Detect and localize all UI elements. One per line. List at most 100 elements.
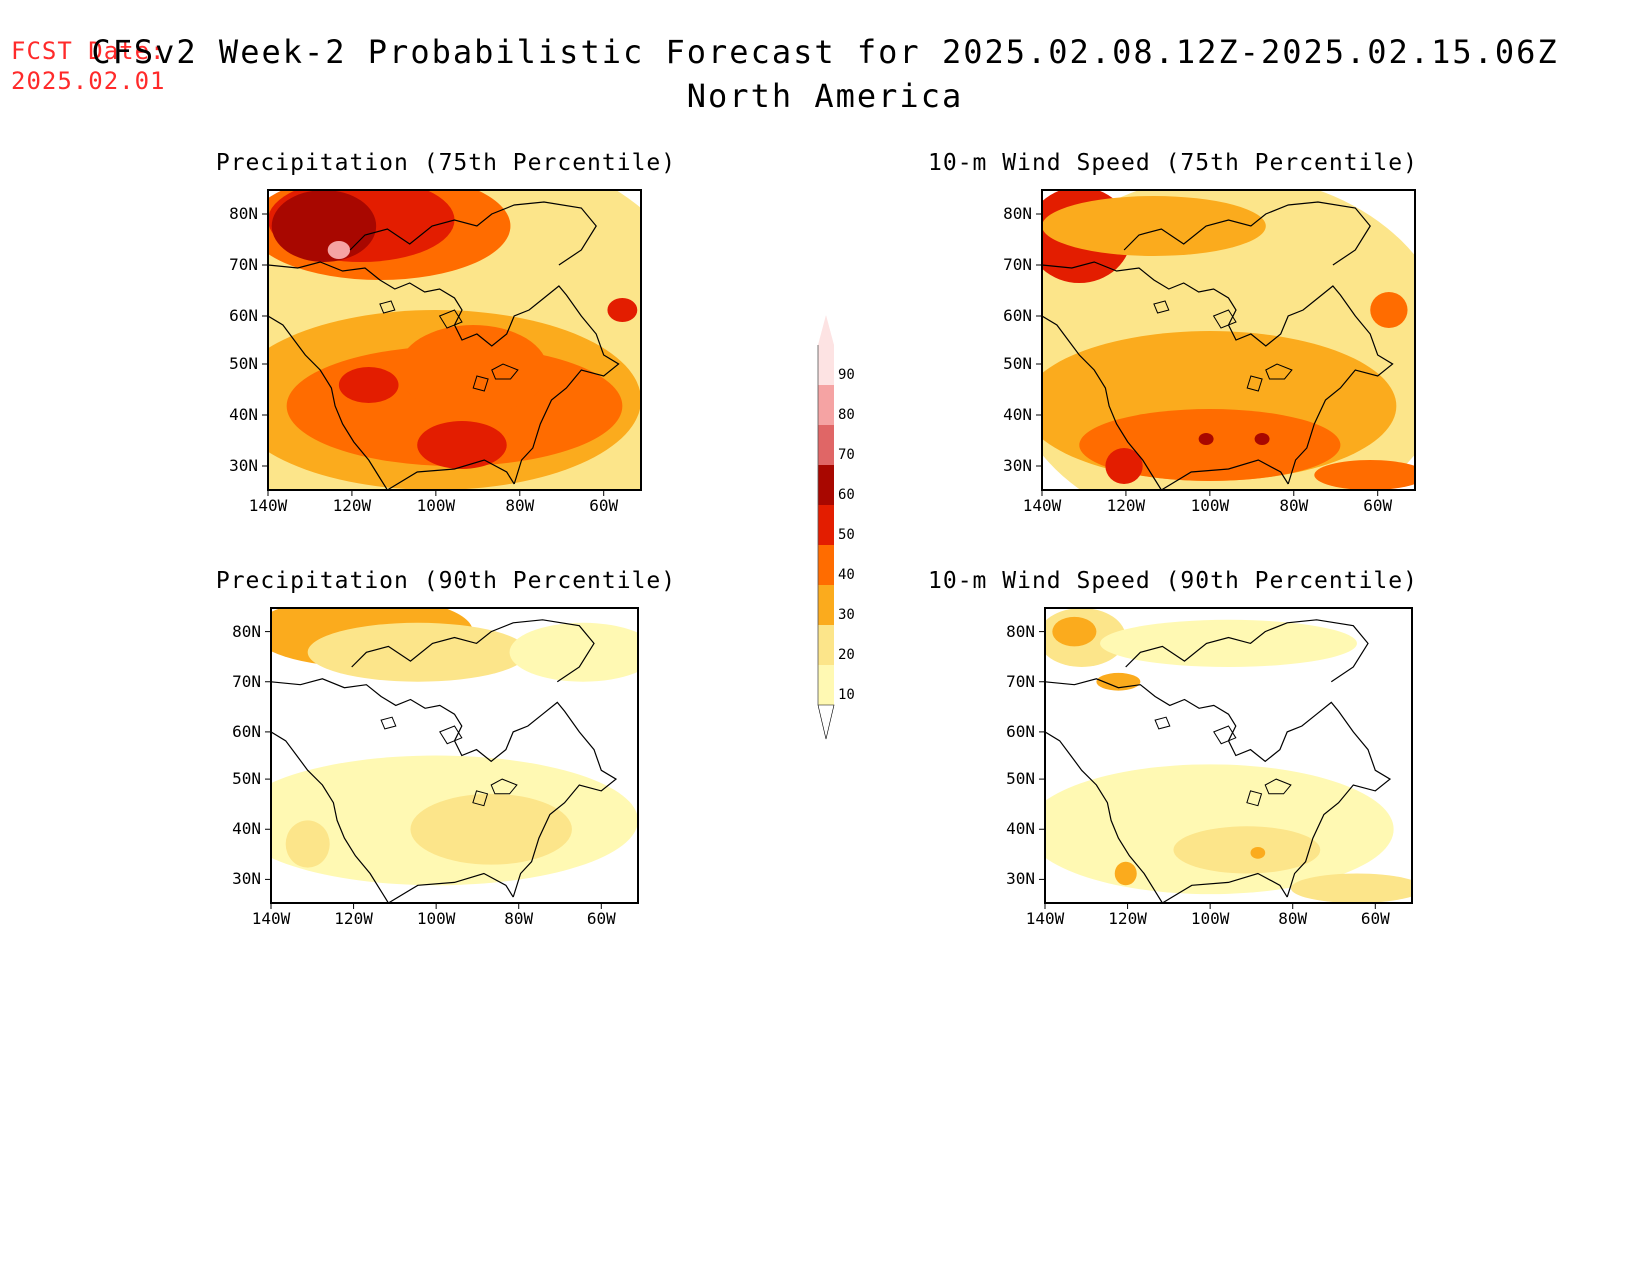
lat-label: 80N	[1003, 204, 1032, 223]
probability-area	[417, 421, 507, 469]
colorbar-label: 80	[838, 407, 855, 423]
probability-area	[1052, 616, 1097, 647]
probability-area	[271, 190, 377, 262]
lake-outline	[380, 716, 397, 730]
lat-label: 60N	[229, 306, 258, 325]
lake-outline	[1154, 716, 1171, 730]
colorbar-segment	[818, 505, 834, 545]
map-frame	[267, 189, 642, 491]
lat-label: 50N	[232, 769, 261, 789]
coastline-gulf	[1162, 872, 1288, 903]
coastline-arctic	[1125, 619, 1369, 683]
coastline-arctic	[351, 619, 595, 683]
panel-title-precip90: Precipitation (90th Percentile)	[215, 568, 677, 594]
lat-label: 60N	[232, 721, 261, 741]
lake-outline	[438, 309, 463, 329]
coastline-gulf	[1161, 459, 1289, 490]
colorbar-label: 10	[838, 687, 855, 703]
panel-title-precip75: Precipitation (75th Percentile)	[215, 150, 677, 176]
map-frame	[270, 607, 639, 904]
lat-label: 50N	[1006, 769, 1035, 789]
colorbar-segment	[818, 385, 834, 425]
lake-outline	[1213, 725, 1237, 745]
lat-label: 30N	[1006, 869, 1035, 889]
lon-label: 60W	[1363, 496, 1393, 515]
lat-label: 40N	[232, 819, 261, 839]
lake-outline	[379, 300, 396, 314]
coastline	[268, 261, 620, 485]
lat-label: 30N	[1003, 456, 1032, 475]
fcst-date: FCST Date: 2025.02.01	[11, 36, 166, 96]
lat-label: 40N	[1003, 405, 1032, 424]
lat-label: 30N	[229, 456, 258, 475]
colorbar-segment	[818, 425, 834, 465]
probability-area	[1254, 433, 1270, 445]
lat-label: 70N	[229, 255, 258, 274]
coastline	[1045, 678, 1392, 898]
probability-area	[307, 622, 528, 682]
probability-area	[607, 298, 638, 322]
lat-label: 40N	[229, 405, 258, 424]
lat-label: 70N	[232, 671, 261, 691]
lake-outline	[490, 778, 518, 795]
probability-area	[509, 622, 638, 682]
colorbar-label: 70	[838, 447, 855, 463]
probability-area	[1042, 196, 1266, 256]
lon-label: 120W	[332, 496, 372, 515]
colorbar-label: 40	[838, 567, 855, 583]
lake-outline	[1246, 790, 1263, 807]
coastline-arctic	[1123, 201, 1371, 266]
coastline-west	[268, 315, 388, 490]
colorbar-segment	[818, 465, 834, 505]
lon-label: 120W	[1108, 909, 1147, 928]
probability-area	[398, 325, 548, 415]
title-line2: North America	[686, 77, 964, 115]
map-frame	[1044, 607, 1413, 904]
lake-outline	[1153, 300, 1170, 314]
colorbar-segment	[818, 345, 834, 385]
probability-area	[338, 367, 399, 403]
map-frame	[1041, 189, 1416, 491]
probability-area	[410, 793, 572, 865]
lon-label: 60W	[586, 909, 616, 928]
lon-label: 140W	[251, 909, 291, 928]
map-wind90	[1039, 607, 1413, 909]
colorbar-label: 20	[838, 647, 855, 663]
probability-area	[1173, 826, 1321, 874]
lon-label: 80W	[1278, 909, 1308, 928]
probability-area	[1198, 433, 1214, 445]
shading-layer	[268, 190, 641, 490]
lat-label: 50N	[229, 354, 258, 373]
lake-outline	[472, 790, 489, 807]
coastline-gulf	[387, 459, 515, 490]
lake-outline	[472, 375, 489, 392]
colorbar-segment	[818, 585, 834, 625]
lon-label: 60W	[1360, 909, 1390, 928]
colorbar	[817, 315, 835, 740]
coastline-west	[271, 731, 389, 903]
coastline	[1042, 261, 1394, 485]
title-line1: CFSv2 Week-2 Probabilistic Forecast for …	[91, 33, 1559, 71]
lake-outline	[1264, 778, 1292, 795]
probability-area	[1370, 292, 1408, 328]
colorbar-segment	[818, 665, 834, 705]
colorbar-label: 50	[838, 527, 855, 543]
probability-area	[1100, 619, 1357, 667]
coastline-arctic	[349, 201, 597, 266]
lat-label: 40N	[1006, 819, 1035, 839]
probability-area	[1290, 873, 1412, 903]
colorbar-segment	[818, 625, 834, 665]
lon-label: 80W	[504, 909, 534, 928]
probability-area	[285, 820, 330, 868]
colorbar-label: 60	[838, 487, 855, 503]
coastline-gulf	[388, 872, 514, 903]
lon-label: 140W	[1025, 909, 1065, 928]
colorbar-segment	[818, 545, 834, 585]
colorbar-label: 90	[838, 367, 855, 383]
lon-label: 80W	[1279, 496, 1309, 515]
probability-area	[1250, 846, 1266, 859]
map-precip75	[262, 189, 642, 496]
colorbar-bottom-arrow	[817, 704, 835, 740]
fcst-date-label: FCST Date:	[11, 37, 166, 65]
lat-label: 60N	[1003, 306, 1032, 325]
